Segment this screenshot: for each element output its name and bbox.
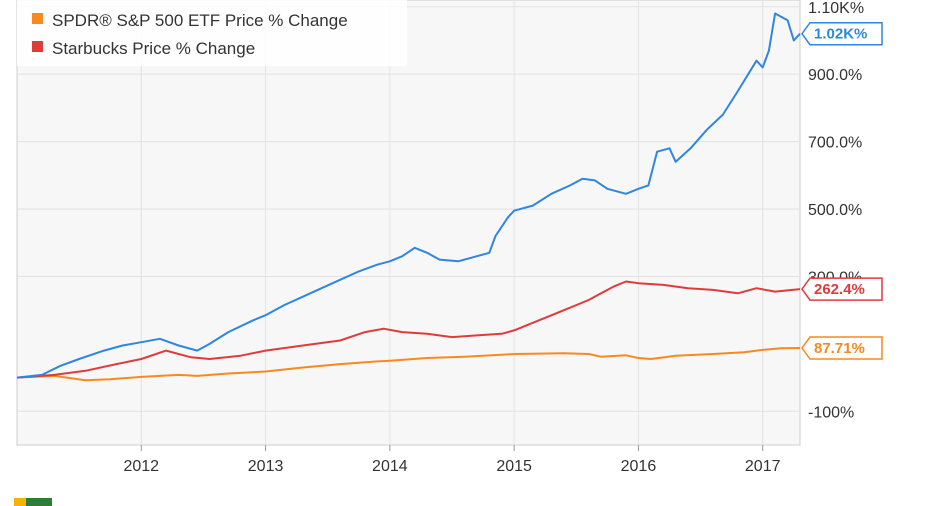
end-label-spy: 87.71% — [814, 340, 865, 357]
x-tick-label: 2017 — [745, 458, 781, 475]
series-layer — [16, 12, 801, 382]
end-label-blue: 1.02K% — [814, 26, 867, 43]
x-tick-label: 2013 — [248, 458, 284, 475]
series-line-starbucks — [16, 280, 801, 379]
legend-background — [17, 0, 407, 66]
end-label-spy-box — [801, 336, 883, 360]
series-line-spy — [16, 347, 801, 382]
legend-label-spy: SPDR® S&P 500 ETF Price % Change — [52, 11, 348, 30]
y-tick-label: -100% — [808, 404, 854, 421]
y-tick-label: 700.0% — [808, 135, 862, 152]
ycharts-logo — [14, 498, 52, 506]
x-tick-label: 2016 — [621, 458, 657, 475]
x-axis: 2012 2013 2014 2015 2016 2017 — [123, 445, 781, 475]
legend-swatch-spy — [32, 13, 43, 24]
y-tick-label: 900.0% — [808, 67, 862, 84]
end-label-blue-box — [801, 21, 883, 46]
y-tick-label: 500.0% — [808, 202, 862, 219]
legend-label-starbucks: Starbucks Price % Change — [52, 39, 255, 58]
legend: SPDR® S&P 500 ETF Price % Change Starbuc… — [17, 0, 407, 66]
legend-swatch-starbucks — [32, 41, 43, 52]
series-line-blue — [16, 12, 801, 379]
end-label-starbucks: 262.4% — [814, 281, 865, 298]
y-tick-label: 1.10K% — [808, 0, 864, 17]
x-tick-label: 2015 — [496, 458, 532, 475]
end-label-starbucks-box — [801, 277, 883, 301]
x-tick-label: 2012 — [123, 458, 159, 475]
gridlines — [17, 0, 800, 445]
end-labels: 1.02K% 87.71% 262.4% — [801, 21, 883, 360]
x-tick-label: 2014 — [372, 458, 408, 475]
